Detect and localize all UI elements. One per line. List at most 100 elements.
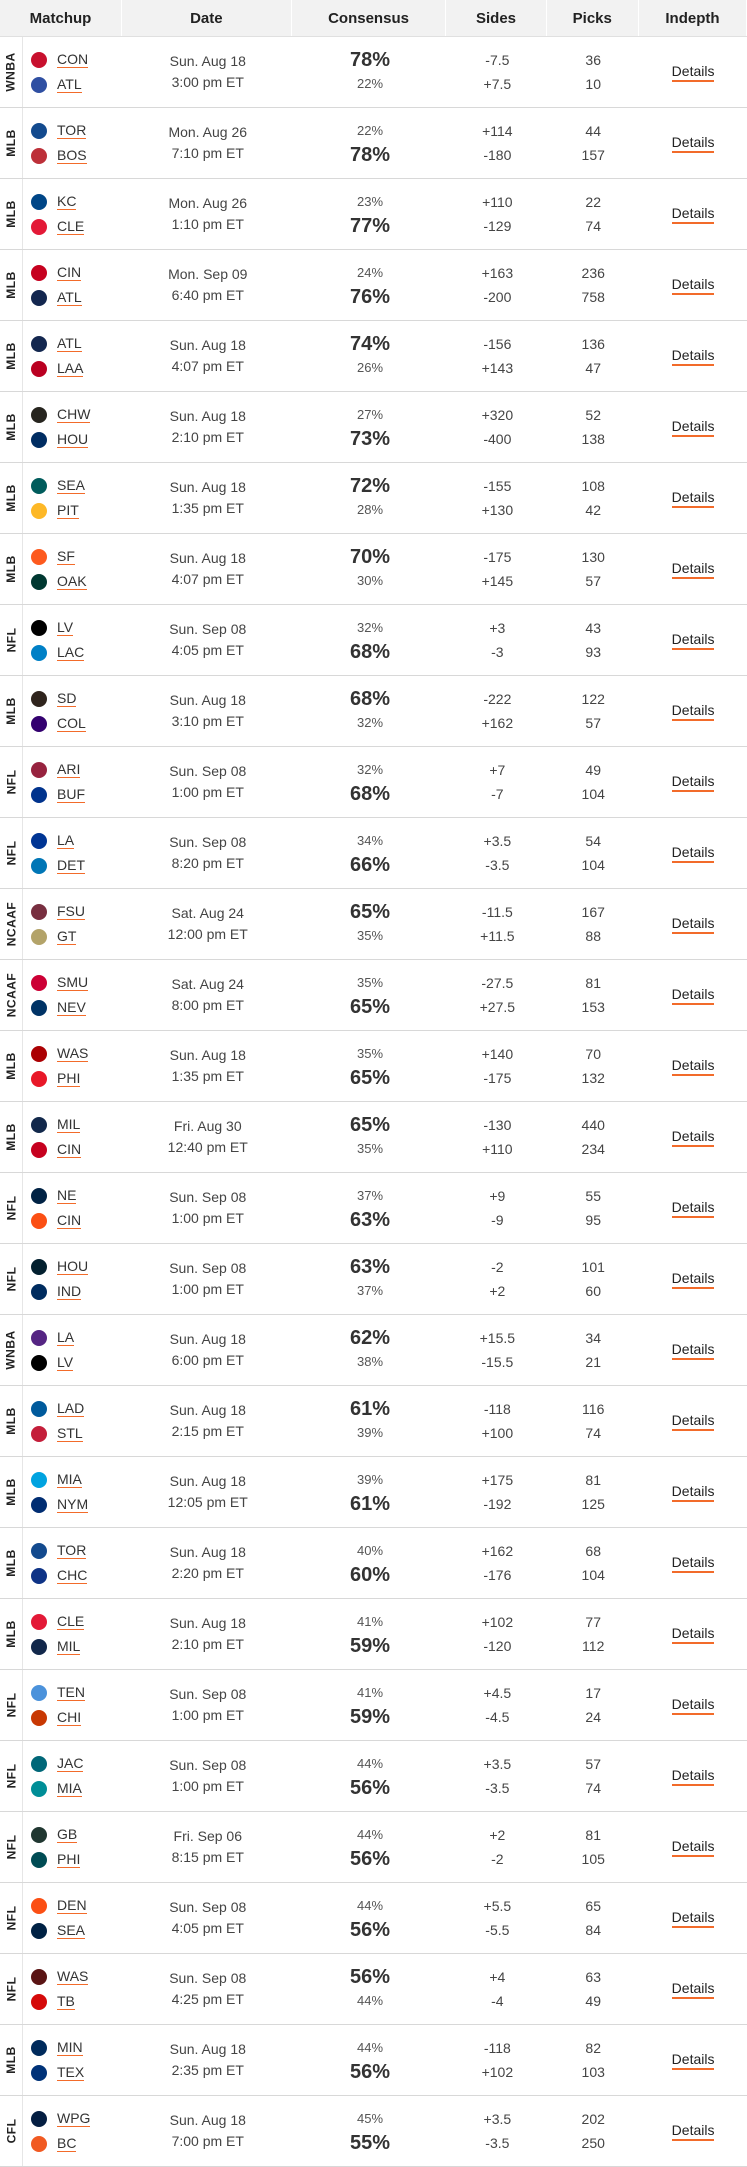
team-link[interactable]: CIN (57, 1212, 82, 1229)
team-link[interactable]: SEA (57, 1922, 86, 1939)
details-link[interactable]: Details (671, 1767, 715, 1786)
team-link[interactable]: COL (57, 715, 86, 732)
team-link[interactable]: GT (57, 928, 77, 945)
team-link[interactable]: GB (57, 1826, 78, 1843)
col-date[interactable]: Date (122, 0, 292, 36)
team-link[interactable]: TOR (57, 1542, 87, 1559)
team-link[interactable]: FSU (57, 903, 85, 920)
team-link[interactable]: WAS (57, 1045, 89, 1062)
team-link[interactable]: NEV (57, 999, 86, 1016)
team-link[interactable]: CON (57, 51, 89, 68)
team-link[interactable]: WAS (57, 1968, 89, 1985)
col-matchup[interactable]: Matchup (0, 0, 123, 36)
team-link[interactable]: ATL (57, 289, 82, 306)
col-picks[interactable]: Picks (547, 0, 639, 36)
details-link[interactable]: Details (671, 1412, 715, 1431)
details-link[interactable]: Details (671, 844, 715, 863)
indepth-cell: Details (639, 605, 747, 675)
team-link[interactable]: CLE (57, 218, 85, 235)
team-link[interactable]: CIN (57, 264, 82, 281)
details-link[interactable]: Details (671, 276, 715, 295)
team-link[interactable]: LAD (57, 1400, 85, 1417)
details-link[interactable]: Details (671, 915, 715, 934)
team-link[interactable]: LAC (57, 644, 85, 661)
team-link[interactable]: SEA (57, 477, 86, 494)
team-link[interactable]: TEN (57, 1684, 85, 1701)
team-link[interactable]: PHI (57, 1070, 81, 1087)
details-link[interactable]: Details (671, 560, 715, 579)
details-link[interactable]: Details (671, 702, 715, 721)
team-link[interactable]: DEN (57, 1897, 87, 1914)
details-link[interactable]: Details (671, 1980, 715, 1999)
details-link[interactable]: Details (671, 986, 715, 1005)
team-link[interactable]: CHC (57, 1567, 88, 1584)
details-link[interactable]: Details (671, 1838, 715, 1857)
details-link[interactable]: Details (671, 773, 715, 792)
team-link[interactable]: CLE (57, 1613, 85, 1630)
details-link[interactable]: Details (671, 205, 715, 224)
team-link[interactable]: MIL (57, 1638, 81, 1655)
team-link[interactable]: ATL (57, 335, 82, 352)
details-link[interactable]: Details (671, 134, 715, 153)
col-sides[interactable]: Sides (446, 0, 547, 36)
team-link[interactable]: NE (57, 1187, 77, 1204)
team-link[interactable]: BUF (57, 786, 85, 803)
team-link[interactable]: DET (57, 857, 85, 874)
col-indepth[interactable]: Indepth (639, 0, 747, 36)
team-link[interactable]: ARI (57, 761, 81, 778)
team-link[interactable]: LA (57, 832, 75, 849)
team-link[interactable]: LV (57, 1354, 74, 1371)
details-link[interactable]: Details (671, 1128, 715, 1147)
details-link[interactable]: Details (671, 1696, 715, 1715)
team-link[interactable]: SMU (57, 974, 89, 991)
team-link[interactable]: WPG (57, 2110, 91, 2127)
team-link[interactable]: PIT (57, 502, 79, 519)
col-consensus[interactable]: Consensus (292, 0, 447, 36)
team-link[interactable]: HOU (57, 1258, 89, 1275)
details-link[interactable]: Details (671, 1341, 715, 1360)
team-logo-icon (31, 1425, 47, 1442)
consensus-away: 41% (357, 1685, 384, 1700)
details-link[interactable]: Details (671, 1270, 715, 1289)
team-link[interactable]: MIN (57, 2039, 83, 2056)
team-link[interactable]: MIA (57, 1780, 82, 1797)
team-link[interactable]: TB (57, 1993, 75, 2010)
team-link[interactable]: PHI (57, 1851, 81, 1868)
team-link[interactable]: BC (57, 2135, 77, 2152)
team-link[interactable]: CHW (57, 406, 91, 423)
team-link[interactable]: NYM (57, 1496, 89, 1513)
details-link[interactable]: Details (671, 418, 715, 437)
consensus-home: 66% (350, 854, 391, 876)
details-link[interactable]: Details (671, 63, 715, 82)
team-link[interactable]: MIA (57, 1471, 82, 1488)
team-link[interactable]: CHI (57, 1709, 82, 1726)
team-link[interactable]: CIN (57, 1141, 82, 1158)
team-link[interactable]: TOR (57, 122, 87, 139)
team-link[interactable]: LA (57, 1329, 75, 1346)
team-link[interactable]: LAA (57, 360, 84, 377)
details-link[interactable]: Details (671, 489, 715, 508)
team-link[interactable]: BOS (57, 147, 87, 164)
team-link[interactable]: SD (57, 690, 77, 707)
team-link[interactable]: OAK (57, 573, 87, 590)
team-link[interactable]: MIL (57, 1116, 81, 1133)
team-link[interactable]: JAC (57, 1755, 84, 1772)
details-link[interactable]: Details (671, 1199, 715, 1218)
details-link[interactable]: Details (671, 1909, 715, 1928)
details-link[interactable]: Details (671, 1057, 715, 1076)
team-link[interactable]: KC (57, 193, 77, 210)
details-link[interactable]: Details (671, 631, 715, 650)
team-link[interactable]: HOU (57, 431, 89, 448)
team-link[interactable]: STL (57, 1425, 83, 1442)
team-link[interactable]: IND (57, 1283, 82, 1300)
team-link[interactable]: TEX (57, 2064, 85, 2081)
details-link[interactable]: Details (671, 1483, 715, 1502)
team-link[interactable]: LV (57, 619, 74, 636)
team-link[interactable]: ATL (57, 76, 82, 93)
details-link[interactable]: Details (671, 347, 715, 366)
details-link[interactable]: Details (671, 1625, 715, 1644)
details-link[interactable]: Details (671, 2051, 715, 2070)
details-link[interactable]: Details (671, 1554, 715, 1573)
team-link[interactable]: SF (57, 548, 75, 565)
details-link[interactable]: Details (671, 2122, 715, 2141)
